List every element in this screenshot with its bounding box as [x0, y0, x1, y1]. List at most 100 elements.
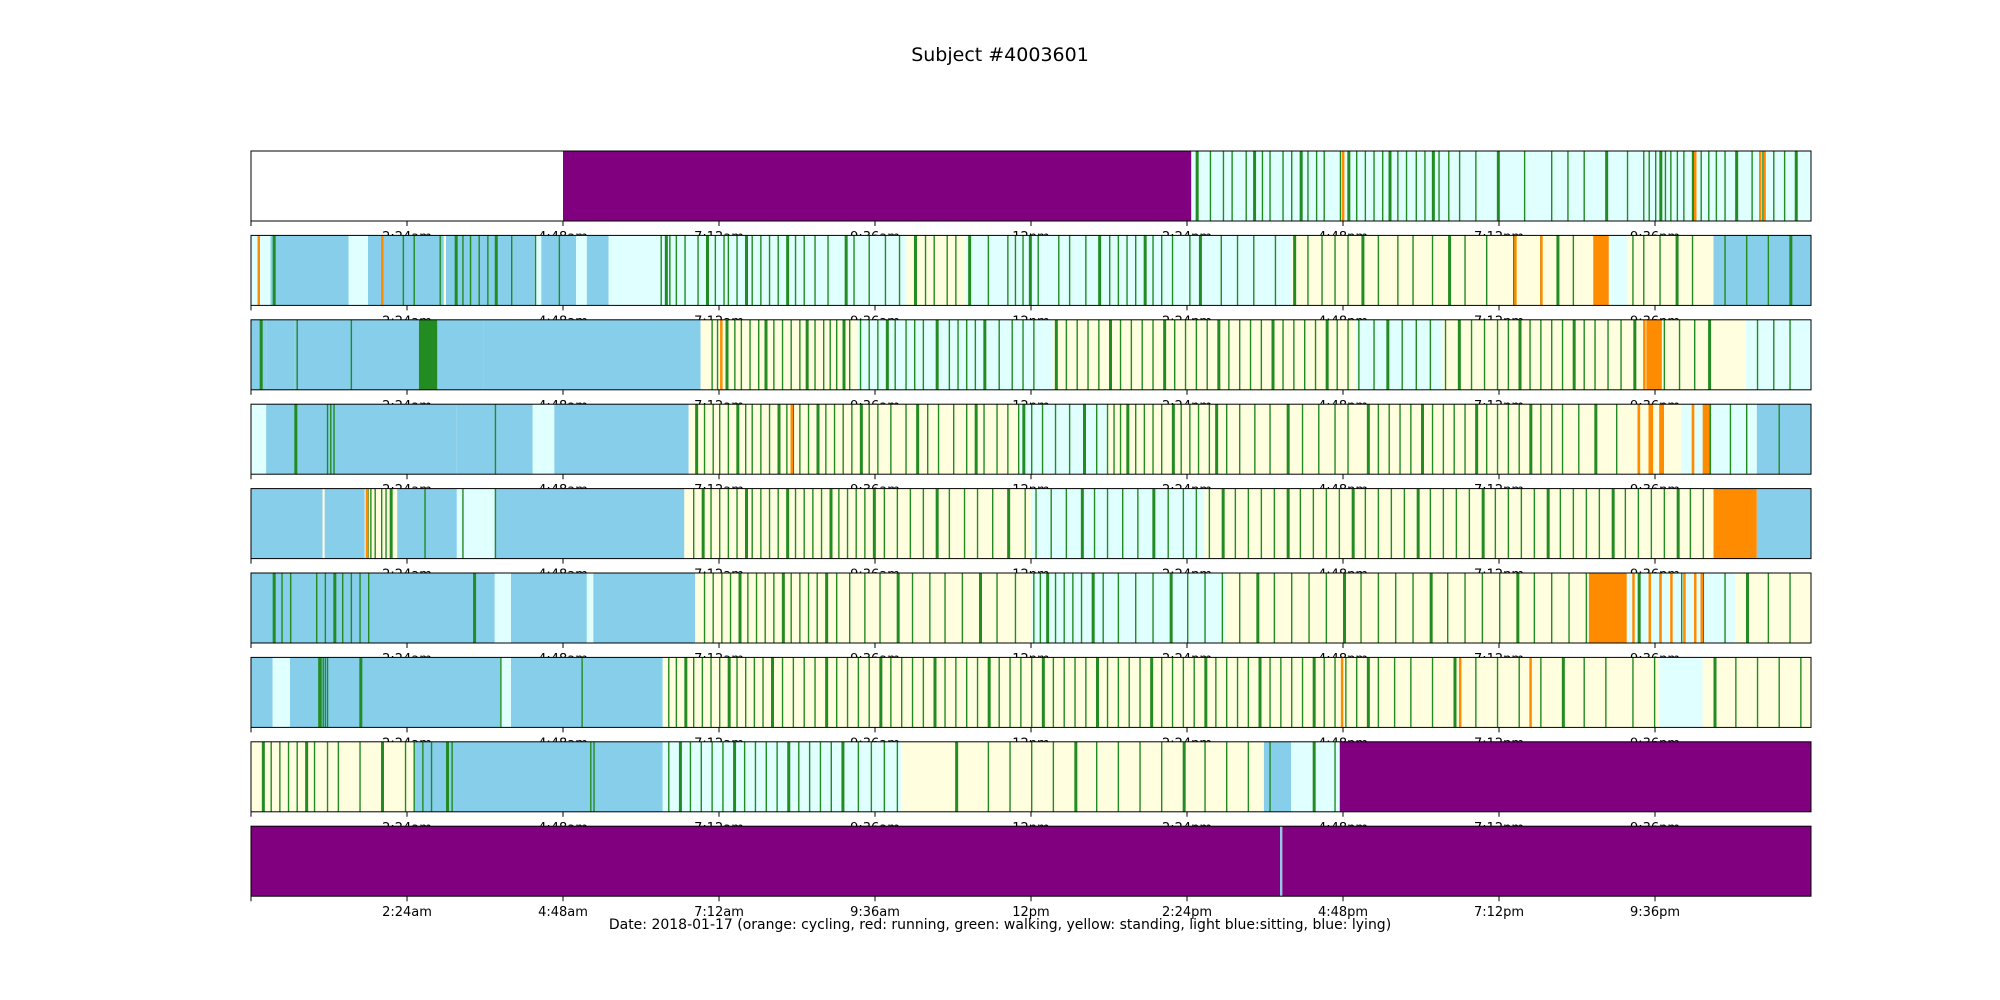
- activity-bout-walking: [1546, 488, 1550, 559]
- activity-bout-walking: [1345, 657, 1347, 728]
- activity-bout-walking: [1397, 235, 1399, 306]
- activity-segment-lying: [397, 488, 457, 559]
- activity-bout-walking: [1143, 404, 1146, 475]
- activity-bout-walking: [1800, 657, 1802, 728]
- activity-bout-walking: [1106, 404, 1109, 475]
- activity-bout-walking: [1360, 573, 1362, 643]
- activity-bout-walking: [413, 741, 415, 812]
- activity-bout-walking: [719, 488, 721, 559]
- activity-bout-walking: [402, 235, 405, 306]
- activity-bout-walking: [1585, 573, 1588, 643]
- activity-bout-walking: [337, 741, 340, 812]
- activity-bout-walking: [1226, 404, 1228, 475]
- activity-bout-walking: [446, 741, 449, 812]
- activity-bout-walking: [1475, 657, 1477, 728]
- activity-bout-walking: [1429, 319, 1432, 390]
- activity-bout-walking: [462, 488, 464, 559]
- activity-bout-walking: [807, 573, 810, 643]
- activity-bout-walking: [1228, 319, 1230, 390]
- activity-segment-sitting: [1047, 235, 1291, 306]
- activity-bout-walking: [333, 573, 337, 643]
- activity-bout-walking: [1347, 235, 1349, 306]
- activity-bout-walking: [1540, 319, 1542, 390]
- activity-segment-missing: [563, 151, 1192, 221]
- activity-bout-walking: [1323, 657, 1325, 728]
- activity-bout-walking: [1675, 235, 1679, 306]
- activity-bout-walking: [1551, 151, 1553, 221]
- activity-bout-walking: [1282, 151, 1284, 221]
- activity-bout-walking: [721, 573, 723, 643]
- activity-bout-walking: [864, 488, 866, 559]
- activity-bout-walking: [1273, 573, 1276, 643]
- activity-bout-walking: [1507, 488, 1510, 559]
- activity-bout-walking: [1307, 235, 1309, 306]
- activity-bout-walking: [1152, 319, 1154, 390]
- activity-bout-walking: [792, 657, 795, 728]
- activity-bout-walking: [924, 235, 927, 306]
- activity-bout-walking: [749, 319, 751, 390]
- activity-bout-walking: [1442, 404, 1445, 475]
- activity-bout-walking: [1098, 235, 1102, 306]
- activity-bout-walking: [1767, 573, 1770, 643]
- activity-bout-walking: [762, 657, 764, 728]
- activity-segment-standing: [1204, 488, 1714, 559]
- activity-bout-walking: [1421, 404, 1424, 475]
- activity-bout-walking: [1702, 573, 1705, 643]
- activity-bout-walking: [849, 573, 851, 643]
- activity-bout-walking: [1377, 657, 1380, 728]
- activity-segment-sitting: [494, 573, 511, 643]
- activity-strip-1: 2:24am4:48am7:12am9:36am12pm2:24pm4:48pm…: [250, 150, 1812, 245]
- activity-bout-walking: [1325, 319, 1329, 390]
- activity-bout-walking: [1135, 235, 1137, 306]
- activity-bout-walking: [781, 657, 784, 728]
- activity-bout-walking: [1347, 151, 1351, 221]
- activity-bout-walking: [1274, 235, 1277, 306]
- activity-bout-walking: [1431, 151, 1435, 221]
- activity-bout-walking: [736, 235, 738, 306]
- activity-bout-walking: [1624, 488, 1627, 559]
- activity-bout-walking: [922, 488, 925, 559]
- activity-bout-walking: [1496, 319, 1499, 390]
- activity-bout-walking: [1299, 488, 1302, 559]
- activity-bout-walking: [745, 404, 747, 475]
- activity-bout-walking: [326, 741, 329, 812]
- activity-bout-walking: [1533, 573, 1536, 643]
- activity-segment-lying: [270, 235, 349, 306]
- activity-segment-lying: [586, 235, 609, 306]
- activity-segment-standing: [684, 488, 1031, 559]
- activity-segment-sitting: [576, 235, 587, 306]
- activity-bout-walking: [1708, 319, 1712, 390]
- activity-bout-walking: [1377, 404, 1380, 475]
- activity-segment-standing: [1626, 235, 1714, 306]
- activity-segment-lying: [1756, 488, 1811, 559]
- activity-bout-walking: [1410, 657, 1412, 728]
- activity-bout-walking: [1031, 741, 1033, 812]
- activity-bout-cycling: [1604, 235, 1607, 306]
- activity-bout-walking: [1187, 573, 1189, 643]
- activity-segment-standing: [688, 404, 1021, 475]
- activity-segment-standing: [443, 235, 446, 306]
- activity-bout-walking: [1117, 235, 1120, 306]
- activity-bout-walking: [1605, 657, 1607, 728]
- activity-bout-walking: [1273, 488, 1276, 559]
- activity-bout-walking: [1442, 488, 1445, 559]
- activity-segment-standing: [1442, 573, 1589, 643]
- activity-bout-walking: [389, 488, 393, 559]
- activity-bout-walking: [966, 657, 968, 728]
- activity-bout-walking: [1018, 404, 1020, 475]
- activity-segment-sitting: [966, 235, 1048, 306]
- activity-segment-standing: [700, 319, 858, 390]
- activity-bout-walking: [883, 741, 886, 812]
- activity-bout-cycling: [1595, 235, 1598, 306]
- activity-bout-walking: [898, 235, 901, 306]
- activity-strip-3: 2:24am4:48am7:12am9:36am12pm2:24pm4:48pm…: [250, 319, 1812, 414]
- activity-bout-walking: [1778, 404, 1780, 475]
- activity-bout-walking: [798, 741, 800, 812]
- activity-bout-walking: [1475, 404, 1479, 475]
- activity-bout-walking: [868, 319, 870, 390]
- activity-bout-walking: [803, 657, 805, 728]
- activity-bout-walking: [710, 488, 712, 559]
- activity-bout-walking: [1085, 235, 1087, 306]
- activity-bout-walking: [1072, 573, 1074, 643]
- activity-bout-walking: [736, 488, 738, 559]
